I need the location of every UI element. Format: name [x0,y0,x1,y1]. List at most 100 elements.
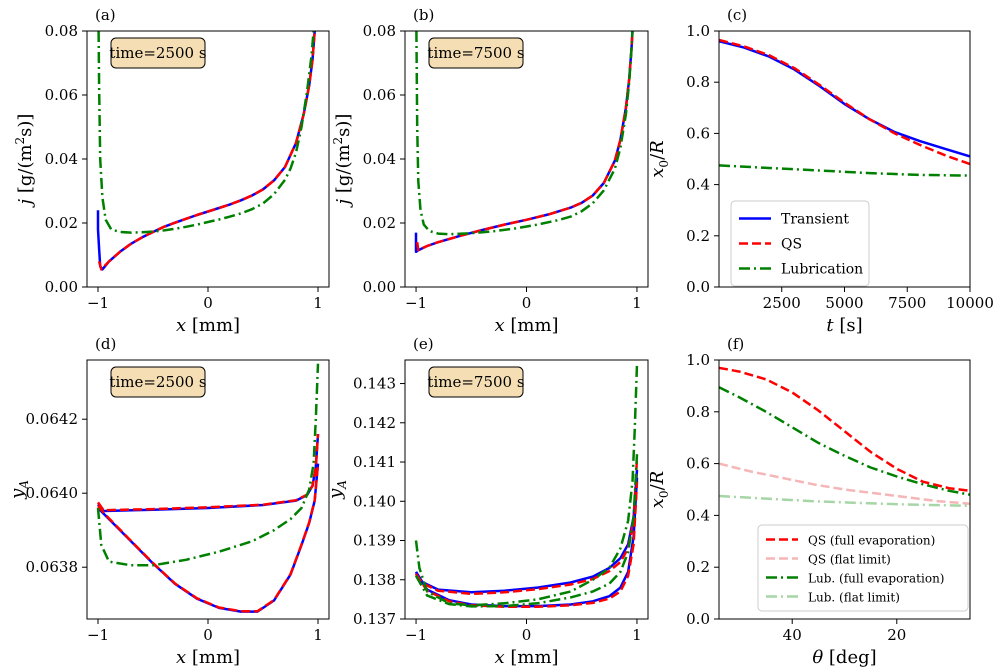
y-tick-label: 0.06 [363,86,396,104]
x-tick-label: 1 [632,626,642,644]
series-line [96,363,320,567]
x-tick-label: 2500 [763,294,801,312]
y-tick-label: 0.8 [686,73,710,91]
x-tick-label: −1 [405,294,427,312]
y-tick-label: 0.6 [686,124,710,142]
chart-panel-e: −1 0 1 0.137 0.138 0.139 0.140 0.141 0.142 0.143 (… [325,335,649,668]
legend-label: Transient [781,212,849,228]
series-line [97,463,320,613]
y-tick-label: 0.142 [353,414,396,432]
annotation-box [428,37,524,69]
x-tick-label: 1 [632,294,642,312]
series-group [96,363,320,613]
y-tick-label: 0.6 [686,455,710,473]
y-tick-label: 0.02 [363,214,396,232]
axes-frame [718,359,971,620]
y-tick-label: 0.08 [45,22,78,40]
chart-panel-a: −1 0 1 0.00 0.02 0.04 0.06 0.08 (a) x [mm] j [g/(m… [13,6,330,336]
y-axis-label: j [g/(m2s)] [331,114,354,209]
series-line [414,458,639,596]
x-tick-label: 20 [887,626,906,644]
series-group [414,31,634,254]
series-line [719,39,970,158]
x-tick-label: 7500 [888,294,926,312]
y-tick-label: 1.0 [686,22,710,40]
y-axis-label: x0/R [647,471,671,508]
x-axis-label: x [mm] [176,315,240,336]
y-tick-label: 0.137 [353,610,396,628]
y-tick-label: 0.139 [353,532,396,550]
legend-box [757,524,969,612]
legend-label: QS [781,237,802,253]
x-tick-label: 0 [522,626,532,644]
series-line [719,366,970,493]
series-line [414,363,639,607]
legend-label: Lub. (flat limit) [808,591,900,605]
x-tick-label: 10000 [946,294,994,312]
x-axis-label: θ [deg] [812,647,876,668]
panel-letter: (c) [727,6,747,24]
x-tick-label: 0 [522,294,532,312]
y-tick-label: 0.04 [45,150,78,168]
x-axis-label: x [mm] [176,647,240,668]
series-line [414,454,639,608]
annotation-text: time=2500 s [109,373,206,391]
x-tick-label: −1 [405,626,427,644]
panel-letter: (f) [727,335,744,353]
x-tick-label: −1 [87,294,109,312]
chart-panel-d: −1 0 1 0.0638 0.0640 0.0642 (d) x [mm] yA time=25… [7,335,330,668]
y-tick-label: 0.00 [45,278,78,296]
series-group [719,366,970,508]
series-line [414,481,639,609]
annotation-text: time=7500 s [427,44,524,62]
annotation-text: time=2500 s [109,44,206,62]
y-axis-label: x0/R [647,140,671,177]
series-line [96,433,320,512]
x-tick-label: 1 [313,626,323,644]
y-tick-label: 0.2 [686,558,710,576]
y-tick-label: 0.143 [353,375,396,393]
series-line [719,38,970,166]
y-tick-label: 0.0640 [26,484,79,502]
legend-label: QS (flat limit) [808,553,891,567]
y-axis-label: j [g/(m2s)] [13,114,36,209]
y-tick-label: 0.08 [363,22,396,40]
panel-letter: (e) [413,335,434,353]
legend-box [730,200,870,287]
chart-panel-c: 2500 5000 7500 10000 0.0 0.2 0.4 0.6 0.8 1.0 (c) t … [647,6,994,336]
series-line [719,494,970,508]
y-tick-label: 0.138 [353,571,396,589]
annotation-box [110,366,206,398]
annotation-text: time=7500 s [427,373,524,391]
axes-frame [404,30,649,288]
annotation-box [110,37,206,69]
series-line [97,433,320,513]
series-group [414,363,639,609]
legend-label: Lub. (full evaporation) [808,572,944,586]
series-line [97,31,315,234]
x-axis-label: x [mm] [494,315,558,336]
series-line [414,477,639,608]
y-axis-label: yA [325,480,349,500]
y-tick-label: 0.00 [363,278,396,296]
legend-label: QS (full evaporation) [808,534,935,548]
series-line [415,31,634,252]
chart-panel-b: −1 0 1 0.00 0.02 0.04 0.06 0.08 (b) x [mm] j [g/(m… [331,6,649,336]
y-tick-label: 1.0 [686,351,710,369]
x-axis-label: t [s] [826,315,862,336]
y-tick-label: 0.2 [686,227,710,245]
series-line [97,463,320,613]
series-line [719,164,970,177]
x-tick-label: 1 [313,294,323,312]
y-tick-label: 0.04 [363,150,396,168]
annotation-box [428,366,524,398]
x-tick-label: 40 [783,626,802,644]
series-line [415,31,634,236]
series-line [719,386,970,496]
y-tick-label: 0.0 [686,610,710,628]
y-tick-label: 0.8 [686,403,710,421]
legend-label: Lubrication [781,262,863,278]
x-axis-label: x [mm] [494,647,558,668]
panel-letter: (b) [413,6,434,24]
